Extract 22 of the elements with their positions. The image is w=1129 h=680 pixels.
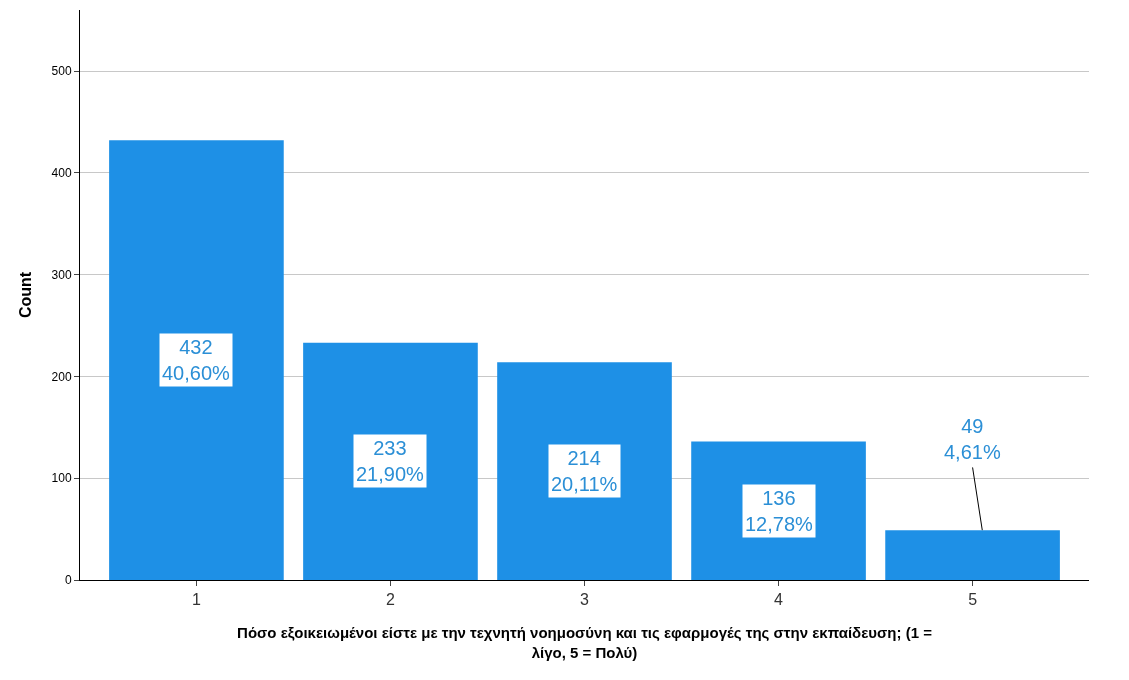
x-tick-label: 4 bbox=[774, 591, 784, 609]
bar bbox=[303, 342, 478, 580]
x-tick-label: 2 bbox=[386, 591, 396, 609]
bar bbox=[109, 140, 284, 580]
bar bbox=[885, 530, 1060, 580]
x-tick-label: 5 bbox=[968, 591, 978, 609]
data-label: 136 12,78% bbox=[745, 487, 814, 535]
y-tick-label: 100 bbox=[51, 471, 72, 486]
data-label: 233 21,90% bbox=[356, 437, 425, 485]
y-tick-label: 500 bbox=[51, 64, 72, 79]
data-label: 214 20,11% bbox=[551, 447, 618, 495]
y-tick-label: 200 bbox=[51, 369, 72, 384]
data-label: 49 4,61% bbox=[944, 415, 1001, 463]
y-tick-label: 400 bbox=[51, 166, 72, 181]
bar bbox=[497, 362, 672, 580]
data-label: 432 40,60% bbox=[162, 336, 231, 384]
x-tick-label: 3 bbox=[580, 591, 590, 609]
y-tick-label: 300 bbox=[51, 267, 72, 282]
x-axis-title: Πόσο εξοικειωμένοι είστε με την τεχνητή νοημοσύνη και τις εφαρμογές της στην εκπαίδευση; (1 = λίγο, 5 = Πολύ) bbox=[237, 624, 933, 661]
x-tick-label: 1 bbox=[191, 591, 201, 609]
y-axis-title: Count bbox=[17, 271, 35, 319]
y-tick-label: 0 bbox=[64, 573, 72, 588]
